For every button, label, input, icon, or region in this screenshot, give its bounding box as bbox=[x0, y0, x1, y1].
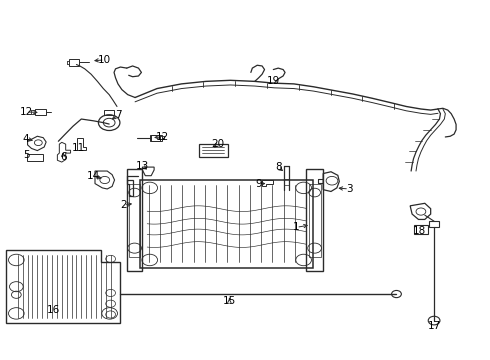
Text: 12: 12 bbox=[156, 132, 170, 142]
Text: 19: 19 bbox=[267, 76, 280, 86]
Text: 3: 3 bbox=[346, 184, 352, 194]
Text: 8: 8 bbox=[275, 162, 282, 172]
Text: 18: 18 bbox=[413, 226, 427, 236]
Text: 16: 16 bbox=[47, 305, 60, 315]
Text: 17: 17 bbox=[428, 321, 441, 331]
Text: 12: 12 bbox=[20, 107, 33, 117]
Text: 9: 9 bbox=[255, 179, 262, 189]
Text: 15: 15 bbox=[223, 296, 236, 306]
Text: 11: 11 bbox=[72, 143, 85, 153]
Text: 2: 2 bbox=[121, 200, 127, 210]
Text: 10: 10 bbox=[98, 55, 111, 65]
Text: 20: 20 bbox=[212, 139, 225, 149]
Text: 7: 7 bbox=[115, 111, 121, 121]
Text: 4: 4 bbox=[23, 134, 29, 144]
Text: 5: 5 bbox=[23, 150, 29, 160]
Text: 1: 1 bbox=[293, 222, 299, 232]
Text: 6: 6 bbox=[60, 152, 67, 162]
Text: 13: 13 bbox=[136, 161, 149, 171]
Text: 14: 14 bbox=[87, 171, 100, 181]
